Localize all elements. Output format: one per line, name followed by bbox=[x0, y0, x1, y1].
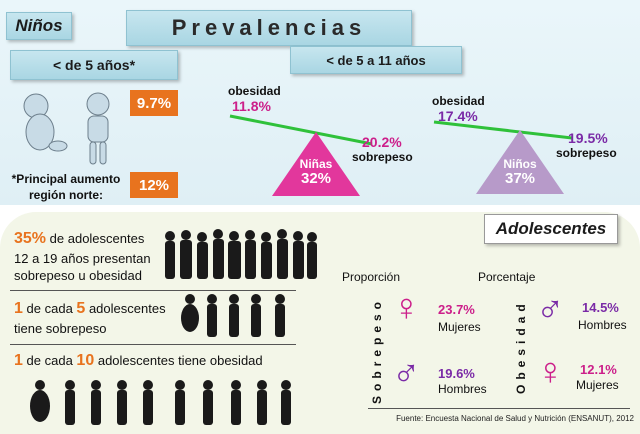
female-icon-2: ♀ bbox=[536, 351, 565, 393]
under5-label: < de 5 años* bbox=[10, 50, 178, 80]
ninos-obesidad-label: obesidad bbox=[432, 94, 485, 108]
proporcion-header: Proporción bbox=[342, 270, 401, 284]
stat3-number-2: 10 bbox=[76, 352, 95, 369]
region-note: *Principal aumento región norte: bbox=[11, 172, 121, 202]
ninos-total: 37% bbox=[504, 169, 536, 187]
sobrepeso-vertical-label: Sobrepeso bbox=[370, 296, 384, 404]
divider-2 bbox=[10, 344, 296, 345]
ninos-tag: Niños bbox=[6, 12, 72, 40]
silhouettes-group-3 bbox=[30, 380, 291, 425]
source-divider bbox=[368, 408, 630, 409]
obe-mujeres-value: 12.1% bbox=[580, 362, 617, 377]
stat1-line3: sobrepeso u obesidad bbox=[14, 268, 142, 284]
babies-illustration bbox=[23, 92, 110, 165]
silhouettes-group-2 bbox=[181, 294, 285, 337]
male-icon-2: ♂ bbox=[536, 289, 565, 331]
age5to11-label: < de 5 a 11 años bbox=[290, 46, 462, 74]
ninos-sobrepeso-value: 19.5% bbox=[568, 130, 608, 146]
ninas-sobrepeso-label: sobrepeso bbox=[352, 150, 413, 164]
stat2-mid: de cada bbox=[26, 301, 73, 316]
adolescentes-tag: Adolescentes bbox=[484, 214, 618, 244]
ninos-group-label: Niños bbox=[503, 157, 537, 171]
male-icon-1: ♂ bbox=[392, 353, 421, 395]
stat2-number-1: 1 bbox=[14, 300, 23, 317]
under5-value-2: 12% bbox=[130, 172, 178, 198]
stat3-label: adolescentes tiene obesidad bbox=[97, 353, 263, 368]
under5-value-1: 9.7% bbox=[130, 90, 178, 116]
female-icon-1: ♀ bbox=[392, 287, 421, 329]
stat2-line2: tiene sobrepeso bbox=[14, 320, 107, 336]
ninos-sobrepeso-label: sobrepeso bbox=[556, 146, 617, 160]
sob-mujeres-label: Mujeres bbox=[438, 320, 481, 334]
obe-hombres-value: 14.5% bbox=[582, 300, 619, 315]
ninas-obesidad-value: 11.8% bbox=[232, 98, 271, 114]
sob-mujeres-value: 23.7% bbox=[438, 302, 475, 317]
stat1-number: 35% bbox=[14, 230, 47, 247]
stat3-text: 1 de cada 10 adolescentes tiene obesidad bbox=[14, 352, 263, 370]
stat2-number-2: 5 bbox=[76, 300, 86, 317]
stat1-line2: 12 a 19 años presentan bbox=[14, 250, 151, 266]
stat2-text: 1 de cada 5 adolescentes tiene sobrepeso bbox=[14, 298, 166, 337]
prevalencias-title: Prevalencias bbox=[126, 10, 412, 46]
ninos-triangle bbox=[476, 130, 564, 194]
obesidad-vertical-label: Obesidad bbox=[514, 299, 528, 394]
ninos-triangle-label: Niños 37% bbox=[476, 158, 564, 186]
ninas-sobrepeso-value: 20.2% bbox=[362, 134, 402, 150]
stat3-number-1: 1 bbox=[14, 352, 23, 369]
source-note: Fuente: Encuesta Nacional de Salud y Nut… bbox=[396, 414, 634, 423]
stat1-label: de adolescentes bbox=[49, 231, 145, 246]
ninos-obesidad-value: 17.4% bbox=[438, 108, 478, 124]
porcentaje-header: Porcentaje bbox=[478, 270, 536, 284]
ninas-triangle bbox=[272, 132, 360, 196]
stat2-label: adolescentes bbox=[88, 301, 166, 316]
obe-hombres-label: Hombres bbox=[578, 318, 627, 332]
ninas-triangle-label: Niñas 32% bbox=[272, 158, 360, 186]
ninas-total: 32% bbox=[300, 169, 332, 187]
stat3-mid: de cada bbox=[26, 353, 73, 368]
divider-1 bbox=[10, 290, 296, 291]
sob-hombres-label: Hombres bbox=[438, 382, 487, 396]
ninas-group-label: Niñas bbox=[299, 157, 333, 171]
sob-hombres-value: 19.6% bbox=[438, 366, 475, 381]
stat1-text: 35% de adolescentes 12 a 19 años present… bbox=[14, 228, 151, 285]
ninas-obesidad-label: obesidad bbox=[228, 84, 281, 98]
silhouettes-group-1 bbox=[165, 229, 317, 279]
obe-mujeres-label: Mujeres bbox=[576, 378, 619, 392]
adolescentes-section-background bbox=[0, 212, 640, 434]
